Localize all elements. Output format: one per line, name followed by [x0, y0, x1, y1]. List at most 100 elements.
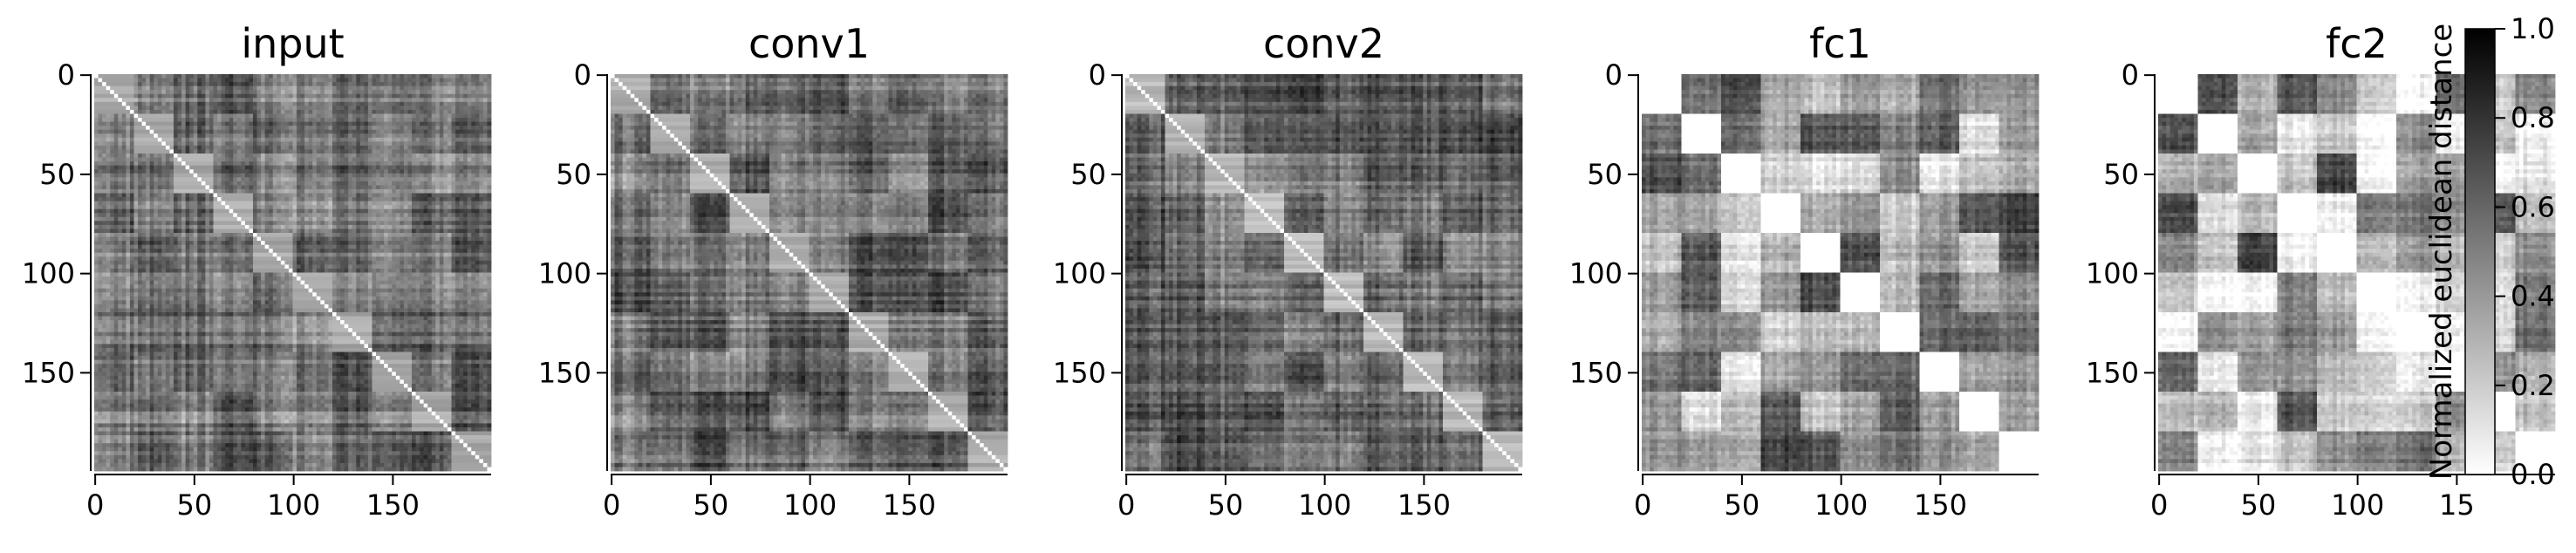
heatmap-cell — [158, 79, 162, 83]
heatmap-cell — [407, 86, 412, 91]
heatmap-cell — [174, 79, 178, 83]
heatmap-cell — [166, 86, 170, 91]
heatmap-cell — [360, 86, 365, 91]
heatmap-cell — [217, 94, 222, 99]
heatmap-cell — [197, 86, 202, 91]
heatmap-cell — [154, 86, 158, 91]
heatmap-cell — [214, 98, 218, 102]
heatmap-cell — [471, 86, 475, 91]
heatmap-cell — [297, 74, 301, 79]
heatmap-cell — [118, 86, 122, 91]
heatmap-cell — [102, 90, 106, 94]
heatmap-cell — [241, 94, 245, 99]
heatmap-cell — [138, 79, 142, 83]
heatmap-cell — [99, 94, 103, 99]
heatmap-cell — [150, 82, 154, 86]
heatmap-cell — [360, 82, 365, 86]
heatmap-cell — [189, 86, 194, 91]
heatmap-cell — [340, 79, 345, 83]
heatmap-cell — [189, 90, 194, 94]
heatmap-cell — [479, 82, 483, 86]
heatmap-cell — [352, 74, 357, 79]
heatmap-cell — [233, 74, 237, 79]
heatmap-cell — [388, 94, 393, 99]
heatmap-cell — [257, 82, 262, 86]
heatmap-cell — [225, 86, 229, 91]
heatmap-cell — [479, 79, 483, 83]
heatmap-cell — [233, 79, 237, 83]
heatmap-cell — [463, 82, 468, 86]
heatmap-cell — [427, 74, 432, 79]
heatmap-cell — [443, 94, 448, 99]
heatmap-cell — [102, 82, 106, 86]
heatmap-cell — [348, 82, 352, 86]
heatmap-cell — [424, 90, 428, 94]
heatmap-cell — [174, 82, 178, 86]
heatmap-cell — [181, 94, 186, 99]
heatmap-cell — [304, 74, 309, 79]
heatmap-cell — [420, 90, 424, 94]
heatmap-cell — [205, 94, 209, 99]
heatmap-cell — [360, 90, 365, 94]
heatmap-cell — [229, 86, 234, 91]
heatmap-cell — [392, 94, 396, 99]
heatmap-cell — [94, 98, 99, 102]
heatmap-cell — [138, 90, 142, 94]
heatmap-cell — [225, 74, 229, 79]
heatmap-cell — [460, 90, 464, 94]
heatmap-cell — [245, 98, 249, 102]
heatmap-cell — [146, 86, 150, 91]
heatmap-cell — [269, 98, 273, 102]
heatmap-cell — [202, 74, 206, 79]
heatmap-cell — [348, 86, 352, 91]
heatmap-cell — [407, 82, 412, 86]
heatmap-cell — [325, 86, 329, 91]
heatmap-cell — [356, 79, 360, 83]
heatmap-cell — [312, 94, 317, 99]
heatmap-cell — [169, 79, 174, 83]
heatmap-cell — [479, 86, 483, 91]
heatmap-cell — [420, 82, 424, 86]
heatmap-cell — [138, 74, 142, 79]
heatmap-cell — [241, 98, 245, 102]
heatmap-cell — [253, 79, 257, 83]
heatmap-cell — [142, 74, 147, 79]
heatmap-cell — [118, 98, 122, 102]
heatmap-cell — [249, 82, 253, 86]
heatmap-cell — [189, 79, 194, 83]
heatmap-cell — [94, 79, 99, 83]
heatmap-cell — [435, 74, 440, 79]
heatmap-cell — [245, 94, 249, 99]
heatmap-cell — [241, 82, 245, 86]
heatmap-cell — [345, 94, 349, 99]
heatmap-cell — [317, 74, 321, 79]
heatmap-cell — [376, 82, 380, 86]
heatmap-cell — [448, 90, 452, 94]
heatmap-cell — [440, 82, 444, 86]
heatmap-cell — [455, 82, 460, 86]
heatmap-cell — [460, 94, 464, 99]
heatmap-cell — [448, 79, 452, 83]
heatmap-cell — [345, 90, 349, 94]
heatmap-cell — [416, 90, 420, 94]
heatmap-cell — [293, 94, 297, 99]
heatmap-cell — [225, 90, 229, 94]
heatmap-cell — [320, 74, 325, 79]
heatmap-cell — [483, 82, 488, 86]
heatmap-cell — [328, 94, 332, 99]
heatmap-cell — [134, 82, 139, 86]
heatmap-cell — [114, 94, 119, 99]
heatmap-cell — [424, 74, 428, 79]
heatmap-cell — [186, 79, 190, 83]
heatmap-cell — [352, 86, 357, 91]
heatmap-cell — [337, 82, 341, 86]
heatmap-cell — [194, 82, 198, 86]
heatmap-cell — [380, 90, 385, 94]
heatmap-cell — [241, 79, 245, 83]
heatmap-cell — [468, 90, 472, 94]
heatmap-cell — [169, 90, 174, 94]
heatmap-cell — [301, 98, 305, 102]
heatmap-cell — [225, 82, 229, 86]
heatmap-cell — [253, 98, 257, 102]
heatmap-cell — [237, 98, 242, 102]
